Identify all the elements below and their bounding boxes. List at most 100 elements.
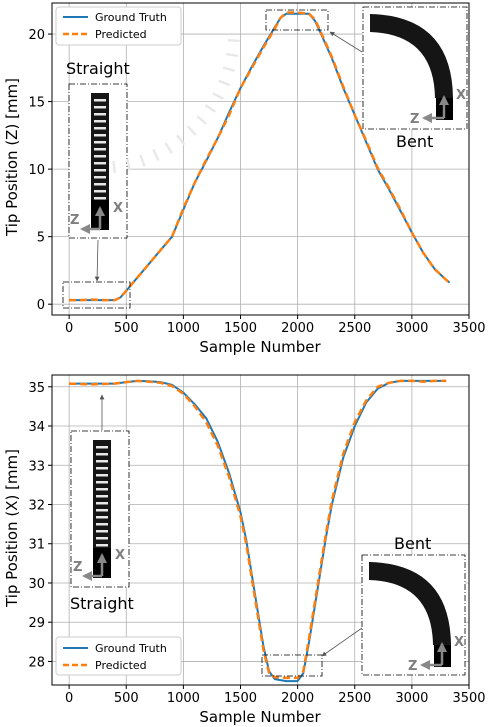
- predicted-line: [69, 11, 451, 302]
- x-tick-label: 500: [114, 691, 139, 706]
- x-axis-letter: X: [456, 88, 466, 103]
- robot-segment: [96, 481, 108, 484]
- robot-segment: [94, 169, 106, 172]
- bent-label: Bent: [396, 132, 433, 151]
- bent-inset: Bent X Z: [361, 534, 466, 676]
- robot-segment: [96, 516, 108, 519]
- robot-segment: [152, 149, 160, 161]
- y-tick-label: 31: [28, 538, 45, 553]
- robot-segment: [94, 155, 106, 158]
- bent-inset: X Z Bent: [112, 6, 468, 174]
- robot-segment: [222, 66, 235, 72]
- x-tick-label: 2000: [281, 321, 314, 336]
- robot-segment: [94, 106, 106, 109]
- y-tick-label: 33: [28, 459, 45, 474]
- predicted-line: [69, 379, 447, 680]
- z-axis-letter: Z: [410, 112, 419, 127]
- legend-label-predicted: Predicted: [95, 659, 147, 672]
- straight-inset: Straight X Z: [66, 59, 130, 239]
- y-tick-label: 10: [28, 163, 45, 178]
- robot-segment: [94, 113, 106, 116]
- robot-segment: [164, 142, 173, 154]
- robot-segment: [94, 120, 106, 123]
- x-tick-label: 3000: [395, 691, 428, 706]
- y-axis-label: Tip Position (X) [mm]: [3, 449, 21, 608]
- series-layer: [69, 379, 447, 683]
- robot-segment: [139, 154, 146, 167]
- x-tick-label: 3500: [452, 691, 485, 706]
- robot-segment: [94, 183, 106, 186]
- robot-segment: [112, 160, 117, 174]
- z-axis-letter: Z: [73, 560, 82, 575]
- bent-robot-image: [370, 14, 453, 98]
- robot-segment: [94, 127, 106, 130]
- robot-segment: [227, 38, 240, 43]
- robot-segment: [94, 148, 106, 151]
- x-tick-label: 0: [65, 321, 73, 336]
- x-position-chart: 0 500 1000 1500 2000 2500 3000 3500 28 29 30 31 32 3…: [3, 374, 486, 726]
- bent-callout-arrow: [329, 31, 363, 53]
- y-tick-labels: 0 5 10 15 20: [28, 28, 52, 313]
- robot-segment: [96, 474, 108, 477]
- y-axis-label: Tip Position (Z) [mm]: [3, 78, 21, 237]
- robot-segment: [176, 134, 186, 146]
- x-tick-label: 2500: [338, 321, 371, 336]
- legend: Ground Truth Predicted: [55, 636, 182, 676]
- y-tick-label: 29: [28, 616, 45, 631]
- robot-segment: [94, 141, 106, 144]
- robot-segment: [96, 509, 108, 512]
- x-tick-label: 3500: [452, 321, 485, 336]
- bent-region-box: [265, 9, 329, 31]
- y-tick-label: 30: [28, 577, 45, 592]
- robot-segment: [212, 92, 224, 100]
- robot-segment: [96, 537, 108, 540]
- legend-label-predicted: Predicted: [95, 28, 147, 41]
- robot-segment: [186, 125, 197, 136]
- robot-segment: [225, 52, 239, 58]
- x-axis-letter: X: [113, 201, 123, 216]
- series-layer: [69, 11, 451, 302]
- x-tick-label: 2500: [338, 691, 371, 706]
- robot-segment: [218, 79, 231, 87]
- robot-segment: [204, 104, 217, 113]
- robot-segment: [96, 460, 108, 463]
- robot-segment: [96, 495, 108, 498]
- x-axis-letter: X: [454, 635, 464, 650]
- z-axis-letter: Z: [408, 659, 417, 674]
- y-tick-label: 34: [28, 420, 45, 435]
- z-axis-letter: Z: [70, 213, 79, 228]
- robot-segment: [196, 115, 208, 125]
- z-position-chart: 0 500 1000 1500 2000 2500 3000 3500 0 5 10 15 20 Sa…: [3, 2, 486, 356]
- y-tick-label: 35: [28, 381, 45, 396]
- bent-region-box: [261, 654, 323, 677]
- robot-segment: [96, 502, 108, 505]
- bent-robot-image: [369, 562, 451, 645]
- x-tick-labels: 0 500 1000 1500 2000 2500 3000 3500: [65, 685, 486, 706]
- x-tick-label: 1500: [224, 691, 257, 706]
- robot-segment: [94, 134, 106, 137]
- robot-segment: [96, 467, 108, 470]
- y-tick-label: 28: [28, 655, 45, 670]
- x-tick-label: 3000: [395, 321, 428, 336]
- robot-segment: [96, 523, 108, 526]
- y-tick-label: 15: [28, 96, 45, 111]
- legend-label-ground-truth: Ground Truth: [95, 642, 167, 655]
- x-tick-label: 500: [114, 321, 139, 336]
- plot-frame: [51, 2, 470, 316]
- y-tick-label: 0: [37, 298, 45, 313]
- x-tick-label: 1500: [224, 321, 257, 336]
- robot-segment: [94, 197, 106, 200]
- straight-region-box: [62, 281, 131, 309]
- y-tick-labels: 28 29 30 31 32 33 34 35: [28, 381, 52, 670]
- straight-label: Straight: [70, 594, 134, 613]
- plot-frame: [51, 374, 470, 686]
- robot-segment: [96, 446, 108, 449]
- bent-robot-segments: [112, 38, 240, 174]
- robot-segment: [94, 190, 106, 193]
- robot-segment: [96, 453, 108, 456]
- y-tick-label: 32: [28, 498, 45, 513]
- bent-callout-arrow: [321, 627, 363, 657]
- straight-label: Straight: [66, 59, 130, 78]
- robot-segment: [125, 158, 132, 171]
